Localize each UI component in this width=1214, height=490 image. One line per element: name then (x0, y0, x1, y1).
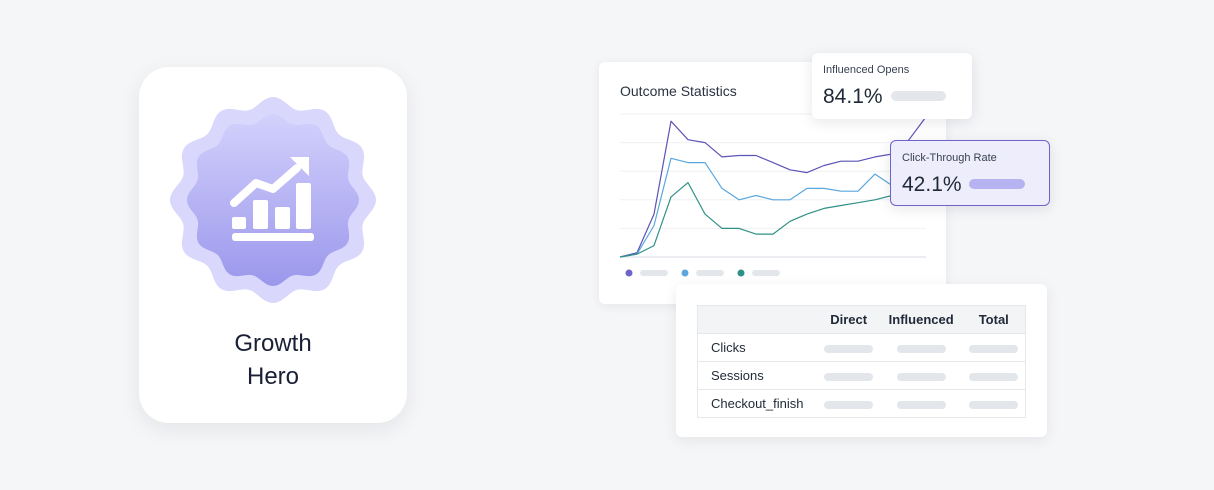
stats-title: Outcome Statistics (620, 83, 737, 99)
placeholder-bar (824, 400, 874, 409)
table-cell (879, 361, 963, 390)
chart-series-line-1 (619, 116, 927, 258)
legend-dot-1 (625, 269, 633, 277)
placeholder-bar (969, 344, 1019, 353)
table-cell (817, 389, 880, 418)
badge-seal (170, 97, 376, 303)
table-header-empty (697, 305, 818, 334)
table-cell (879, 389, 963, 418)
table-cell (962, 333, 1026, 362)
placeholder-bar (824, 372, 874, 381)
click-through-rate-label: Click-Through Rate (902, 152, 997, 164)
badge-card: Growth Hero (139, 67, 407, 423)
legend-placeholder-bar-3 (752, 270, 780, 276)
table-row: Checkout_finish (697, 389, 1026, 418)
row-label-clicks: Clicks (697, 333, 818, 362)
placeholder-bar (896, 372, 946, 381)
badge-title-line1: Growth (234, 330, 312, 357)
table-header-direct: Direct (817, 305, 880, 334)
growth-chart-icon (230, 157, 314, 241)
table-cell (817, 333, 880, 362)
table-header-influenced: Influenced (879, 305, 963, 334)
legend-placeholder-bar-1 (640, 270, 668, 276)
chart-series-line-2 (619, 157, 927, 258)
placeholder-bar (896, 344, 946, 353)
influenced-opens-card: Influenced Opens 84.1% (812, 53, 972, 119)
outcome-table: Direct Influenced Total Clicks Sessions … (697, 305, 1026, 418)
table-header-row: Direct Influenced Total (697, 305, 1026, 334)
click-through-rate-placeholder-bar (969, 179, 1025, 189)
seal-inner-shape (187, 114, 359, 286)
influenced-opens-placeholder-bar (891, 91, 946, 101)
influenced-opens-value: 84.1% (823, 85, 883, 108)
click-through-rate-card: Click-Through Rate 42.1% (890, 140, 1050, 206)
legend-placeholder-bar-2 (696, 270, 724, 276)
placeholder-bar (824, 344, 874, 353)
influenced-opens-label: Influenced Opens (823, 64, 910, 76)
badge-title-line2: Hero (246, 363, 300, 390)
outcome-table-card: Direct Influenced Total Clicks Sessions … (676, 284, 1047, 437)
table-cell (962, 361, 1026, 390)
table-row: Sessions (697, 361, 1026, 390)
legend-dot-2 (681, 269, 689, 277)
row-label-checkout-finish: Checkout_finish (697, 389, 818, 418)
placeholder-bar (969, 400, 1019, 409)
placeholder-bar (896, 400, 946, 409)
chart-series-line-3 (619, 181, 927, 258)
placeholder-bar (969, 372, 1019, 381)
table-cell (817, 361, 880, 390)
table-row: Clicks (697, 333, 1026, 362)
table-header-total: Total (962, 305, 1026, 334)
table-cell (962, 389, 1026, 418)
badge-title: Growth Hero (139, 327, 407, 393)
click-through-rate-value: 42.1% (902, 173, 962, 196)
table-cell (879, 333, 963, 362)
legend-dot-3 (737, 269, 745, 277)
row-label-sessions: Sessions (697, 361, 818, 390)
